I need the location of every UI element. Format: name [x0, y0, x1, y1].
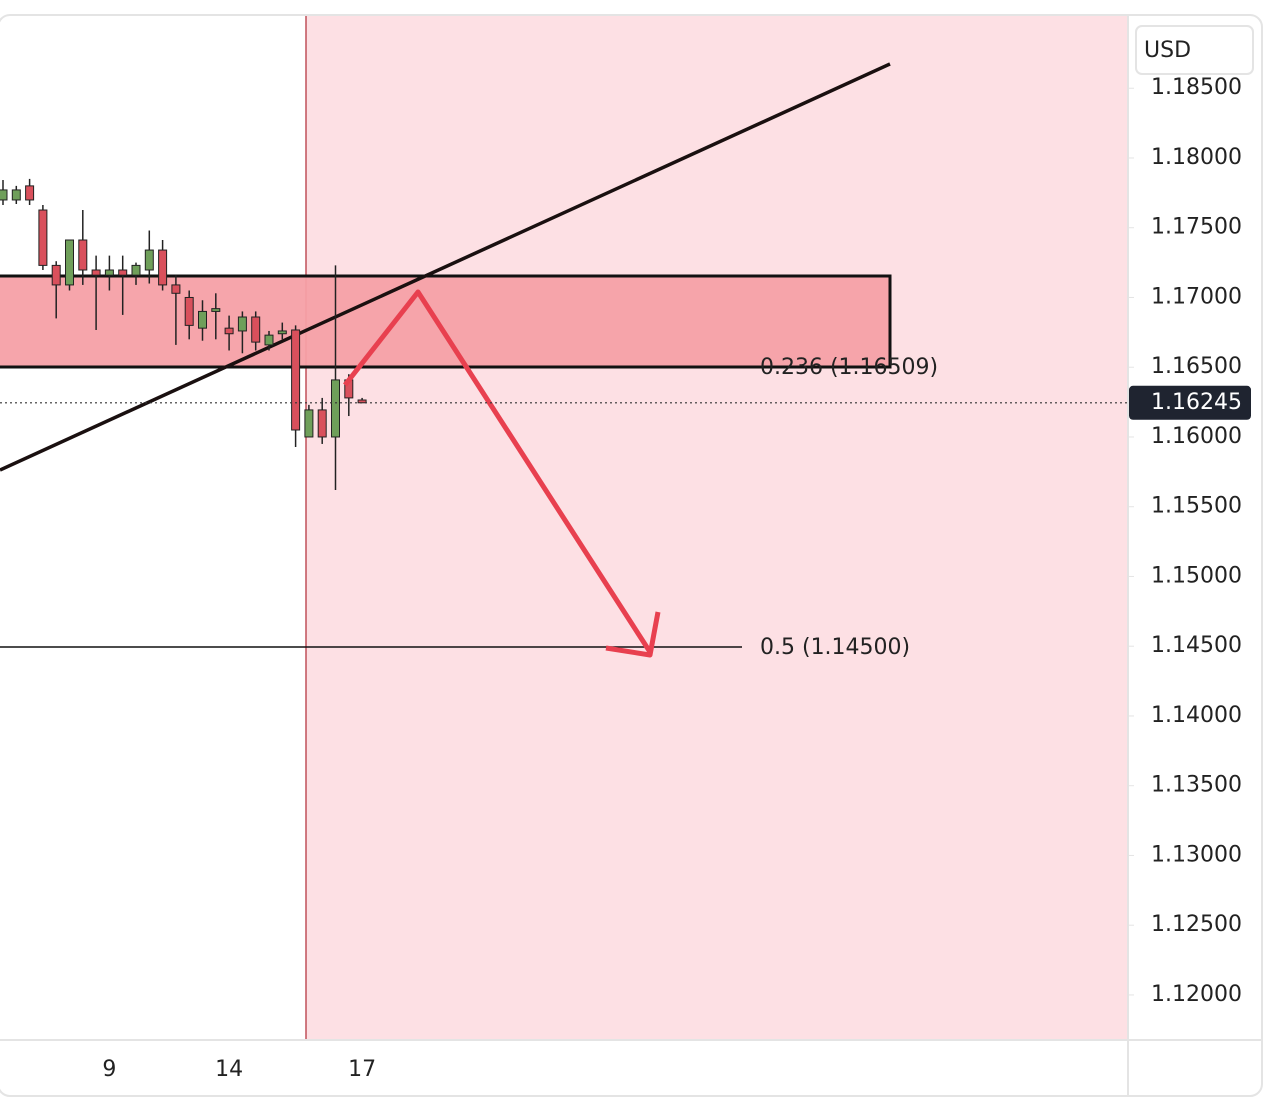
y-tick-label: 1.17000: [1151, 284, 1242, 309]
candle-body: [251, 316, 261, 343]
candle-body: [331, 379, 340, 438]
candle-body: [158, 249, 168, 286]
candles: [0, 178, 367, 490]
y-tick-label: 1.12000: [1151, 982, 1242, 1007]
arrow-head: [605, 611, 661, 658]
candle-body: [237, 316, 247, 332]
y-tick-label: 1.14000: [1151, 703, 1242, 728]
candle-body: [224, 327, 234, 335]
y-tick-label: 1.13000: [1151, 842, 1242, 867]
projection-arrow: [343, 289, 653, 654]
x-tick-label: 14: [215, 1057, 243, 1082]
supply-zone: [0, 274, 892, 369]
y-tick-label: 1.17500: [1151, 215, 1242, 240]
candle-body: [198, 310, 207, 329]
fib-label: 0.236 (1.16509): [760, 355, 938, 380]
currency-label: USD: [1144, 38, 1191, 63]
candle-body: [291, 329, 301, 431]
candle-body: [65, 239, 74, 286]
candle-body: [51, 264, 61, 286]
currency-button[interactable]: [1135, 25, 1254, 75]
candle-body: [118, 269, 128, 276]
candle-body: [91, 269, 101, 276]
y-tick-label: 1.18000: [1151, 145, 1242, 170]
candle-body: [38, 209, 48, 266]
y-tick-label: 1.18500: [1151, 75, 1242, 100]
candle-body: [304, 409, 314, 438]
y-tick-label: 1.12500: [1151, 912, 1242, 937]
candle-body: [317, 409, 327, 438]
x-tick-label: 9: [102, 1057, 116, 1082]
candle-body: [357, 399, 367, 404]
candle-body: [171, 284, 181, 294]
y-tick-label: 1.16000: [1151, 424, 1242, 449]
y-tick-label: 1.14500: [1151, 633, 1242, 658]
candle-body: [144, 249, 154, 271]
trend-line: [0, 62, 891, 472]
candle-body: [277, 330, 287, 335]
candle-body: [11, 189, 21, 201]
y-tick-label: 1.15500: [1151, 494, 1242, 519]
y-tick-label: 1.16500: [1151, 354, 1242, 379]
fib-label: 0.5 (1.14500): [760, 635, 910, 660]
y-tick-label: 1.15000: [1151, 563, 1242, 588]
candle-body: [211, 308, 221, 312]
candle-body: [264, 334, 274, 346]
current-price-tag: [1129, 385, 1251, 420]
current-price-label: 1.16245: [1151, 390, 1242, 415]
candle-body: [78, 239, 88, 271]
y-tick-label: 1.13500: [1151, 773, 1242, 798]
shaded-range: [306, 16, 1127, 1040]
candle-body: [184, 296, 194, 326]
candle-body: [131, 264, 141, 276]
candle-body: [25, 185, 35, 201]
candle-body: [104, 269, 114, 276]
candle-body: [0, 189, 8, 201]
x-tick-label: 17: [348, 1057, 376, 1082]
